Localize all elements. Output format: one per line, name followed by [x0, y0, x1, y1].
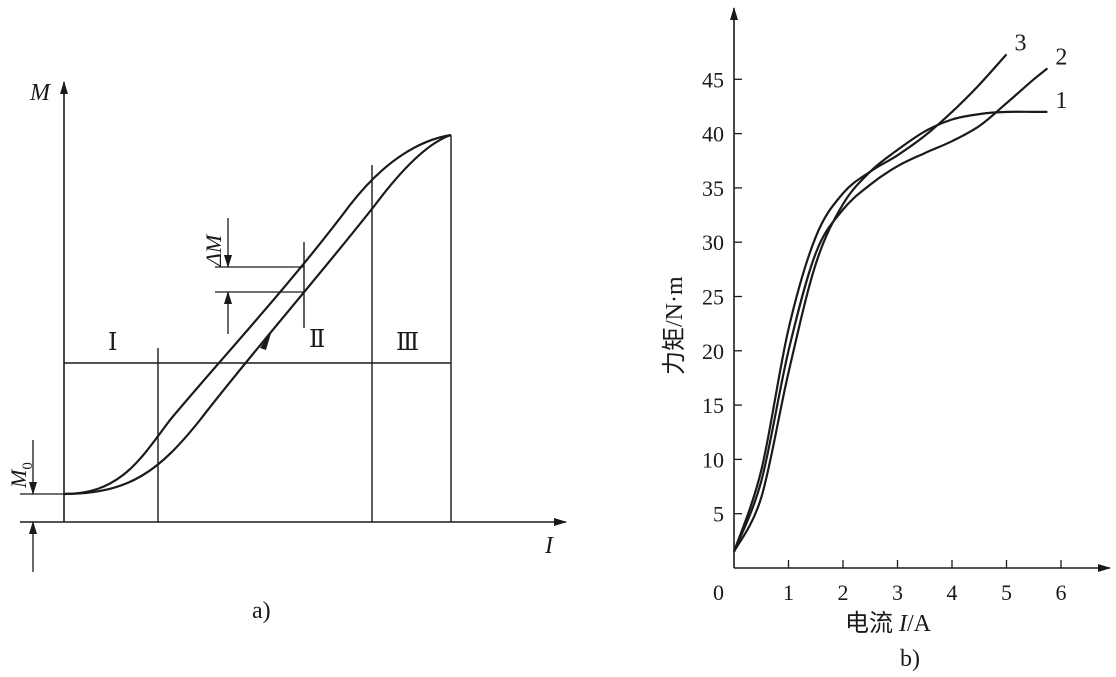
panel-b-y-label: 力矩/N·m [661, 276, 688, 375]
panel-a: M I Ⅰ Ⅱ Ⅲ ΔM M0 a) [6, 80, 567, 624]
x-tick-label: 6 [1056, 580, 1067, 605]
y-tick-label: 15 [702, 393, 724, 418]
y-tick-label: 30 [702, 230, 724, 255]
y-tick-label: 10 [702, 447, 724, 472]
panel-a-y-label: M [29, 80, 52, 106]
series-line-3 [732, 53, 1008, 553]
region-label-2: Ⅱ [309, 327, 325, 353]
region-label-1: Ⅰ [108, 330, 117, 356]
y-tick-label: 35 [702, 176, 724, 201]
hysteresis-curve-upper [63, 133, 452, 496]
series-line-2 [732, 67, 1049, 553]
y-tick-label: 25 [702, 285, 724, 310]
delta-m-label: ΔM [201, 233, 226, 267]
y-tick-label: 45 [702, 67, 724, 92]
y-tick-label: 40 [702, 122, 724, 147]
panel-b-x-label: 电流 I/A [845, 610, 932, 637]
x-tick-label: 1 [783, 580, 794, 605]
x-tick-label: 4 [947, 580, 958, 605]
panel-a-x-label: I [544, 533, 554, 559]
series-label-1: 1 [1055, 88, 1067, 114]
panel-b-curves: 1 2 3 [732, 30, 1067, 553]
m0-label: M0 [6, 462, 36, 489]
y-tick-label: 20 [702, 339, 724, 364]
series-label-3: 3 [1015, 30, 1027, 56]
panel-b-origin-label: 0 [713, 580, 724, 605]
x-tick-label: 5 [1001, 580, 1012, 605]
x-tick-label: 2 [838, 580, 849, 605]
x-tick-label: 3 [892, 580, 903, 605]
hysteresis-curve-lower [63, 133, 452, 496]
series-label-2: 2 [1055, 44, 1067, 70]
y-tick-label: 5 [713, 502, 724, 527]
series-line-1 [733, 110, 1048, 553]
curve-direction-arrow [260, 330, 272, 350]
region-label-3: Ⅲ [396, 330, 419, 356]
panel-a-caption: a) [252, 598, 271, 624]
panel-b-caption: b) [900, 646, 920, 672]
